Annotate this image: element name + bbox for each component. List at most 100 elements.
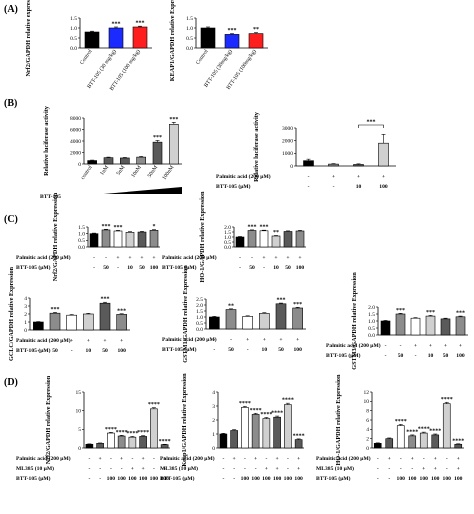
y-tick-label: 0.5 bbox=[196, 321, 203, 327]
bar bbox=[85, 443, 94, 449]
condition-value: 100 bbox=[150, 265, 159, 271]
bar bbox=[101, 229, 111, 248]
condition-value: + bbox=[434, 466, 437, 472]
significance-label: *** bbox=[114, 225, 123, 231]
y-tick-label: 1.0 bbox=[78, 231, 85, 237]
y-axis-label: HO-1/GAPDH relative Expression bbox=[335, 374, 342, 465]
significance-label: **** bbox=[395, 419, 407, 425]
condition-value: + bbox=[276, 456, 279, 462]
bar bbox=[284, 404, 292, 449]
condition-value: - bbox=[385, 353, 387, 359]
y-tick-label: 0 bbox=[366, 446, 369, 452]
bar bbox=[259, 313, 270, 330]
category-label: 50nM bbox=[147, 165, 160, 179]
panel-label-d: (D) bbox=[4, 377, 18, 388]
bar bbox=[408, 435, 417, 449]
significance-label: **** bbox=[271, 411, 283, 417]
bar bbox=[442, 403, 451, 449]
condition-value: + bbox=[142, 466, 145, 472]
condition-value: - bbox=[110, 456, 112, 462]
condition-value: + bbox=[286, 255, 289, 261]
condition-value: 100 bbox=[408, 476, 417, 482]
chart-d2: 0 1 2 3 4 Keap1/GAPDH relative Expression ****… bbox=[160, 373, 305, 482]
chart-c4: 0.00.51.01.52.02.5 GSTM1/GAPDH relative E… bbox=[162, 265, 306, 363]
condition-label: ML385 (10 μM) bbox=[160, 465, 198, 472]
y-tick-label: 1.5 bbox=[196, 309, 203, 315]
condition-value: + bbox=[422, 466, 425, 472]
condition-value: + bbox=[276, 466, 279, 472]
significance-label: *** bbox=[228, 28, 237, 34]
category-label: control bbox=[80, 164, 94, 181]
condition-value: + bbox=[163, 456, 166, 462]
condition-value: - bbox=[54, 338, 56, 344]
condition-value: 50 bbox=[398, 353, 404, 359]
y-tick-label: 0.0 bbox=[196, 327, 203, 333]
category-label: 1nM bbox=[99, 165, 110, 177]
y-axis-label: Relative luciferase activity bbox=[253, 111, 260, 182]
condition-value: + bbox=[254, 456, 257, 462]
condition-value: - bbox=[37, 338, 39, 344]
bar bbox=[99, 302, 111, 331]
bar bbox=[150, 408, 158, 449]
condition-value: + bbox=[414, 343, 417, 349]
bar bbox=[431, 434, 440, 449]
y-tick-label: 1.5 bbox=[70, 16, 77, 22]
significance-label: *** bbox=[293, 302, 302, 308]
condition-value: - bbox=[239, 255, 241, 261]
bar bbox=[262, 418, 271, 449]
condition-value: 100 bbox=[262, 476, 271, 482]
bar bbox=[410, 317, 421, 336]
y-tick-label: 4 bbox=[212, 390, 215, 396]
panel-label-b: (B) bbox=[4, 98, 17, 109]
significance-label: **** bbox=[137, 430, 149, 436]
condition-value: 10 bbox=[356, 184, 362, 190]
significance-label: *** bbox=[51, 307, 60, 313]
bar bbox=[396, 425, 405, 449]
panel-label-c: (C) bbox=[4, 214, 18, 225]
bar bbox=[113, 230, 123, 248]
condition-value: - bbox=[388, 466, 390, 472]
chart-c3: 0 1 2 3 4 GCLC/GAPDH relative Expression *** **… bbox=[8, 266, 130, 361]
condition-value: + bbox=[296, 337, 299, 343]
condition-value: - bbox=[88, 456, 90, 462]
condition-value: 100 bbox=[150, 476, 159, 482]
condition-value: - bbox=[287, 456, 289, 462]
y-tick-label: 0.5 bbox=[368, 326, 375, 332]
condition-label: BTT-105 (μM) bbox=[326, 352, 361, 359]
significance-label: *** bbox=[426, 310, 435, 316]
y-tick-label: 0.5 bbox=[186, 36, 193, 42]
significance-label: *** bbox=[248, 224, 257, 230]
significance-label: **** bbox=[116, 430, 128, 436]
condition-value: - bbox=[230, 337, 232, 343]
condition-value: - bbox=[446, 456, 448, 462]
condition-value: + bbox=[457, 466, 460, 472]
condition-value: - bbox=[287, 466, 289, 472]
significance-label: **** bbox=[126, 431, 138, 437]
condition-value: + bbox=[297, 456, 300, 462]
y-tick-label: 0 bbox=[212, 446, 215, 452]
condition-value: 100 bbox=[251, 476, 260, 482]
bar bbox=[224, 34, 240, 49]
condition-value: 100 bbox=[296, 265, 305, 271]
condition-value: 100 bbox=[294, 476, 303, 482]
condition-value: 10 bbox=[273, 265, 279, 271]
condition-value: - bbox=[213, 337, 215, 343]
bar bbox=[247, 230, 257, 248]
condition-value: + bbox=[142, 456, 145, 462]
significance-label: **** bbox=[429, 429, 441, 435]
y-tick-label: 1 bbox=[212, 432, 215, 438]
bar bbox=[152, 141, 163, 165]
y-tick-label: 1.0 bbox=[196, 315, 203, 321]
significance-label: *** bbox=[112, 22, 121, 28]
condition-label: Palmitic acid (200 μM) bbox=[16, 337, 71, 344]
condition-value: 10 bbox=[86, 348, 92, 354]
bar bbox=[353, 164, 364, 167]
y-tick-label: 0 bbox=[78, 162, 81, 168]
y-tick-label: 10 bbox=[76, 408, 82, 414]
y-tick-label: 2 bbox=[24, 312, 27, 318]
condition-value: - bbox=[88, 476, 90, 482]
bar bbox=[242, 316, 253, 330]
condition-value: 50 bbox=[103, 265, 109, 271]
significance-label: **** bbox=[250, 408, 262, 414]
